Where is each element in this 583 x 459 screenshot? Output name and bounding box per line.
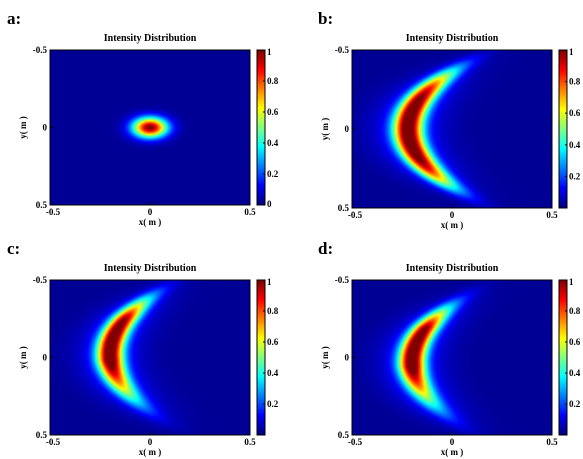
plot-title: Intensity Distribution bbox=[104, 33, 197, 44]
x-tick-label: -0.5 bbox=[348, 210, 363, 220]
colorbar-frame bbox=[558, 279, 568, 436]
colorbar-tick-label: 0.2 bbox=[569, 399, 581, 409]
colorbar-tick-label: 0.6 bbox=[267, 337, 279, 347]
colorbar bbox=[559, 280, 567, 435]
colorbar-frame bbox=[558, 49, 568, 209]
y-tick-label: 0.5 bbox=[36, 200, 48, 210]
y-tick-label: 0 bbox=[345, 124, 350, 134]
colorbar bbox=[559, 50, 567, 208]
y-tick-label: 0 bbox=[345, 353, 350, 363]
colorbar-tick-label: 0.4 bbox=[267, 138, 279, 148]
colorbar-tick-label: 1 bbox=[569, 277, 574, 287]
y-tick-label: 0 bbox=[43, 353, 48, 363]
x-axis-label: x( m ) bbox=[139, 217, 162, 227]
x-axis-label: x( m ) bbox=[139, 447, 162, 457]
colorbar-tick-label: 0.6 bbox=[569, 337, 581, 347]
x-axis-label: x( m ) bbox=[441, 447, 464, 457]
colorbar-tick-label: 0.8 bbox=[267, 76, 279, 86]
heatmap-image bbox=[50, 50, 250, 205]
x-tick-label: 0 bbox=[450, 437, 455, 447]
colorbar-tick-label: 0.2 bbox=[569, 171, 581, 181]
colorbar-tick-label: 0.8 bbox=[569, 77, 581, 87]
x-tick-label: 0.5 bbox=[244, 207, 256, 217]
colorbar-frame bbox=[256, 49, 266, 206]
y-tick-label: -0.5 bbox=[33, 275, 48, 285]
colorbar-tick-label: 0.2 bbox=[267, 169, 279, 179]
y-tick-label: 0.5 bbox=[338, 203, 350, 213]
colorbar-frame bbox=[256, 279, 266, 436]
x-tick-label: 0 bbox=[148, 437, 153, 447]
y-tick-label: 0.5 bbox=[36, 430, 48, 440]
panel-label: a: bbox=[7, 9, 21, 28]
colorbar-tick-label: 0.6 bbox=[569, 108, 581, 118]
y-tick-label: -0.5 bbox=[335, 45, 350, 55]
x-tick-label: -0.5 bbox=[46, 437, 61, 447]
colorbar bbox=[257, 280, 265, 435]
colorbar-tick-label: 0 bbox=[267, 199, 272, 209]
colorbar-tick-label: 1 bbox=[569, 47, 574, 57]
plot-title: Intensity Distribution bbox=[406, 263, 499, 274]
y-tick-label: -0.5 bbox=[33, 45, 48, 55]
x-tick-label: 0.5 bbox=[244, 437, 256, 447]
colorbar-tick-label: 1 bbox=[267, 47, 272, 57]
colorbar bbox=[257, 50, 265, 205]
panel-a: a:Intensity Distribution-0.5 0 0.5-0.500.5… bbox=[7, 9, 279, 227]
colorbar-tick-label: 1 bbox=[267, 277, 272, 287]
colorbar-tick-label: 0.4 bbox=[569, 368, 581, 378]
plot-title: Intensity Distribution bbox=[406, 33, 499, 44]
panel-label: d: bbox=[318, 239, 333, 258]
colorbar-tick-label: 0.4 bbox=[569, 140, 581, 150]
panel-d: d:Intensity Distribution-0.5 0 0.5-0.500.5… bbox=[318, 239, 581, 457]
colorbar-tick-label: 0.4 bbox=[267, 368, 279, 378]
y-axis-label: y( m ) bbox=[18, 346, 28, 369]
x-tick-label: 0.5 bbox=[546, 210, 558, 220]
panel-label: b: bbox=[318, 9, 333, 28]
panel-c: c:Intensity Distribution-0.5 0 0.5-0.500.5… bbox=[7, 239, 279, 457]
heatmap-image bbox=[352, 280, 552, 435]
panel-label: c: bbox=[7, 239, 20, 258]
x-tick-label: -0.5 bbox=[46, 207, 61, 217]
x-axis-label: x( m ) bbox=[441, 220, 464, 230]
x-tick-label: 0 bbox=[148, 207, 153, 217]
colorbar-tick-label: 0.2 bbox=[267, 399, 279, 409]
y-tick-label: -0.5 bbox=[335, 275, 350, 285]
y-axis-label: y( m ) bbox=[320, 346, 330, 369]
x-tick-label: 0.5 bbox=[546, 437, 558, 447]
colorbar-tick-label: 0.8 bbox=[569, 306, 581, 316]
y-tick-label: 0.5 bbox=[338, 430, 350, 440]
plot-title: Intensity Distribution bbox=[104, 263, 197, 274]
heatmap-image bbox=[352, 50, 552, 208]
x-tick-label: 0 bbox=[450, 210, 455, 220]
panel-b: b:Intensity Distribution-0.5 0 0.5-0.500.5… bbox=[318, 9, 581, 230]
x-tick-label: -0.5 bbox=[348, 437, 363, 447]
heatmap-image bbox=[50, 280, 250, 435]
y-tick-label: 0 bbox=[43, 123, 48, 133]
colorbar-tick-label: 0.6 bbox=[267, 107, 279, 117]
y-axis-label: y( m ) bbox=[320, 118, 330, 141]
y-axis-label: y( m ) bbox=[18, 116, 28, 139]
colorbar-tick-label: 0.8 bbox=[267, 306, 279, 316]
